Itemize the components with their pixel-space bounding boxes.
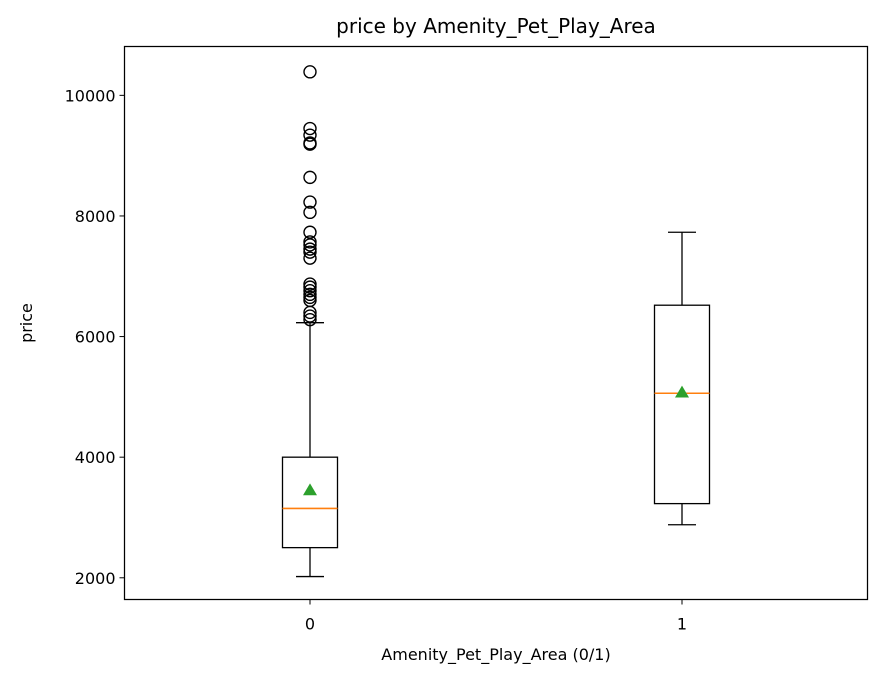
- x-axis-label: Amenity_Pet_Play_Area (0/1): [381, 645, 610, 665]
- outlier-point: [303, 128, 317, 142]
- y-tick-label: 10000: [65, 86, 116, 105]
- box-group-1: [653, 231, 711, 526]
- outlier-point: [303, 136, 317, 150]
- outlier-point: [303, 121, 317, 136]
- outlier-point: [303, 312, 317, 327]
- x-tick-label: 1: [677, 615, 687, 634]
- y-tick-label: 6000: [75, 328, 116, 347]
- outlier-point: [303, 225, 317, 239]
- outlier-point: [303, 251, 317, 265]
- outlier-point: [303, 170, 317, 185]
- y-tick-label: 2000: [75, 569, 116, 588]
- outlier-point: [303, 242, 317, 256]
- mean-marker: [675, 385, 689, 398]
- plot-layer: [281, 65, 711, 578]
- box-group-0: [281, 65, 339, 578]
- plot-frame: [123, 45, 869, 601]
- outlier-point: [303, 235, 317, 249]
- y-axis-ticks: 2000 4000 6000 8000 10000: [65, 86, 125, 588]
- outlier-point: [303, 293, 317, 308]
- outlier-point: [303, 65, 317, 79]
- outlier-point: [303, 290, 317, 305]
- outlier-point: [303, 284, 317, 298]
- y-axis-label: price: [17, 303, 36, 343]
- x-tick-label: 0: [305, 615, 315, 634]
- outlier-point: [303, 205, 317, 220]
- iqr-box: [653, 304, 711, 505]
- y-tick-label: 4000: [75, 448, 116, 467]
- outlier-point: [303, 195, 317, 209]
- outlier-point: [303, 277, 317, 291]
- outlier-point: [303, 287, 317, 302]
- mean-marker: [303, 483, 317, 496]
- outlier-point: [303, 280, 317, 294]
- y-tick-label: 8000: [75, 207, 116, 226]
- outlier-point: [303, 309, 317, 323]
- chart-title: price by Amenity_Pet_Play_Area: [336, 14, 656, 38]
- outlier-point: [303, 245, 317, 259]
- iqr-box: [281, 456, 339, 549]
